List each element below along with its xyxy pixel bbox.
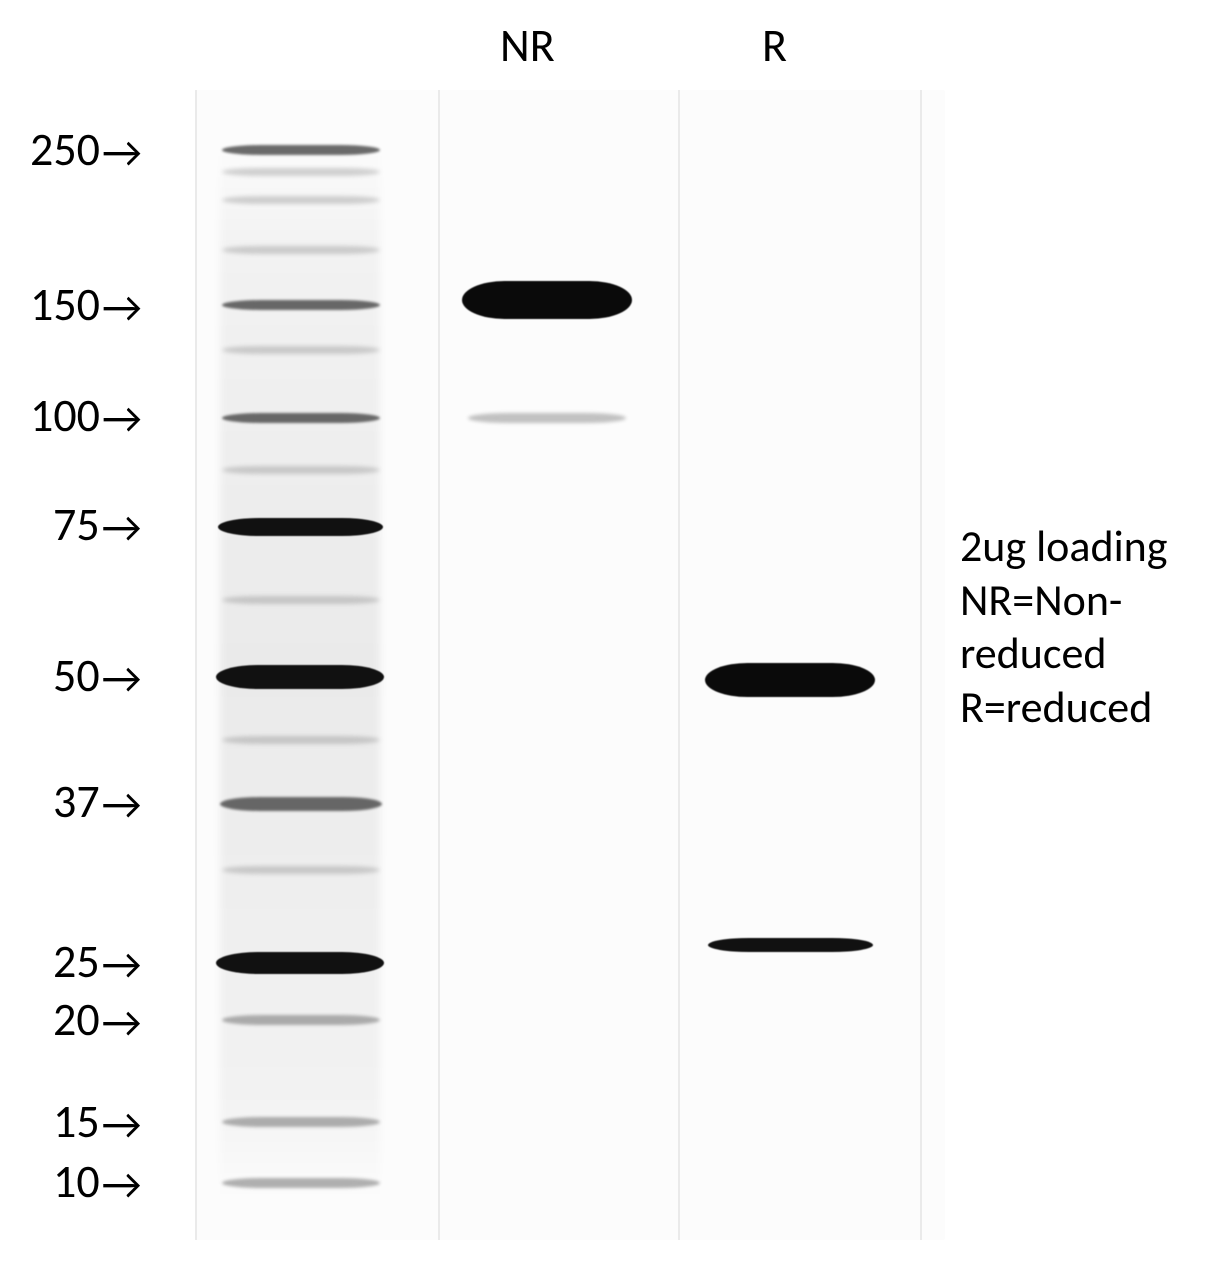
gel-edge xyxy=(195,90,197,1240)
mw-label-10: 10→ xyxy=(53,1154,141,1210)
ladder-band xyxy=(216,952,384,974)
legend-line: NR=Non- xyxy=(960,574,1168,628)
ladder-band xyxy=(222,246,380,254)
mw-label-75: 75→ xyxy=(53,497,141,553)
lane-header-label: R xyxy=(762,18,787,74)
arrow-icon: → xyxy=(102,782,142,826)
mw-value: 50 xyxy=(53,648,100,704)
mw-label-15: 15→ xyxy=(53,1094,141,1150)
arrow-icon: → xyxy=(102,942,142,986)
mw-value: 75 xyxy=(53,497,100,553)
r-band-50 xyxy=(705,663,875,697)
arrow-icon: → xyxy=(102,285,142,329)
gel-edge xyxy=(920,90,922,1240)
ladder-band xyxy=(222,145,380,155)
gel-figure: NR R 250→ 150→ 100→ 75→ 50→ 37→ 25→ 20→ … xyxy=(0,0,1229,1280)
legend-line: 2ug loading xyxy=(960,520,1168,574)
mw-label-150: 150→ xyxy=(30,277,142,333)
ladder-band xyxy=(222,168,380,176)
arrow-icon: → xyxy=(102,656,142,700)
mw-value: 100 xyxy=(30,388,100,444)
mw-label-20: 20→ xyxy=(53,992,141,1048)
mw-label-37: 37→ xyxy=(53,774,141,830)
ladder-band xyxy=(216,665,384,689)
mw-value: 37 xyxy=(53,774,100,830)
ladder-band xyxy=(222,346,380,354)
ladder-band xyxy=(222,413,380,423)
mw-value: 10 xyxy=(53,1154,100,1210)
mw-value: 20 xyxy=(53,992,100,1048)
ladder-band xyxy=(222,596,380,604)
ladder-band xyxy=(218,518,383,536)
legend-line: reduced xyxy=(960,627,1168,681)
arrow-icon: → xyxy=(102,505,142,549)
r-band-25 xyxy=(708,938,873,952)
mw-value: 250 xyxy=(30,122,100,178)
ladder-band xyxy=(222,1117,380,1127)
arrow-icon: → xyxy=(102,130,142,174)
nr-band-150 xyxy=(462,281,632,319)
nr-band-100 xyxy=(468,413,626,423)
arrow-icon: → xyxy=(102,1102,142,1146)
mw-value: 15 xyxy=(53,1094,100,1150)
arrow-icon: → xyxy=(102,396,142,440)
arrow-icon: → xyxy=(102,1162,142,1206)
ladder-band xyxy=(222,196,380,204)
ladder-band xyxy=(220,797,382,811)
gel-edge xyxy=(438,90,440,1240)
ladder-band xyxy=(222,736,380,744)
legend-line: R=reduced xyxy=(960,681,1168,735)
mw-value: 25 xyxy=(53,934,100,990)
lane-header-nr: NR xyxy=(500,18,555,74)
mw-label-25: 25→ xyxy=(53,934,141,990)
legend-text: 2ug loading NR=Non- reduced R=reduced xyxy=(960,520,1168,735)
mw-label-50: 50→ xyxy=(53,648,141,704)
lane-header-r: R xyxy=(762,18,787,74)
mw-label-250: 250→ xyxy=(30,122,142,178)
ladder-band xyxy=(222,866,380,874)
gel-edge xyxy=(678,90,680,1240)
mw-value: 150 xyxy=(30,277,100,333)
lane-header-label: NR xyxy=(500,18,555,74)
ladder-band xyxy=(222,1178,380,1188)
ladder-band xyxy=(222,300,380,310)
ladder-band xyxy=(222,466,380,474)
mw-label-100: 100→ xyxy=(30,388,142,444)
ladder-band xyxy=(222,1015,380,1025)
arrow-icon: → xyxy=(102,1000,142,1044)
